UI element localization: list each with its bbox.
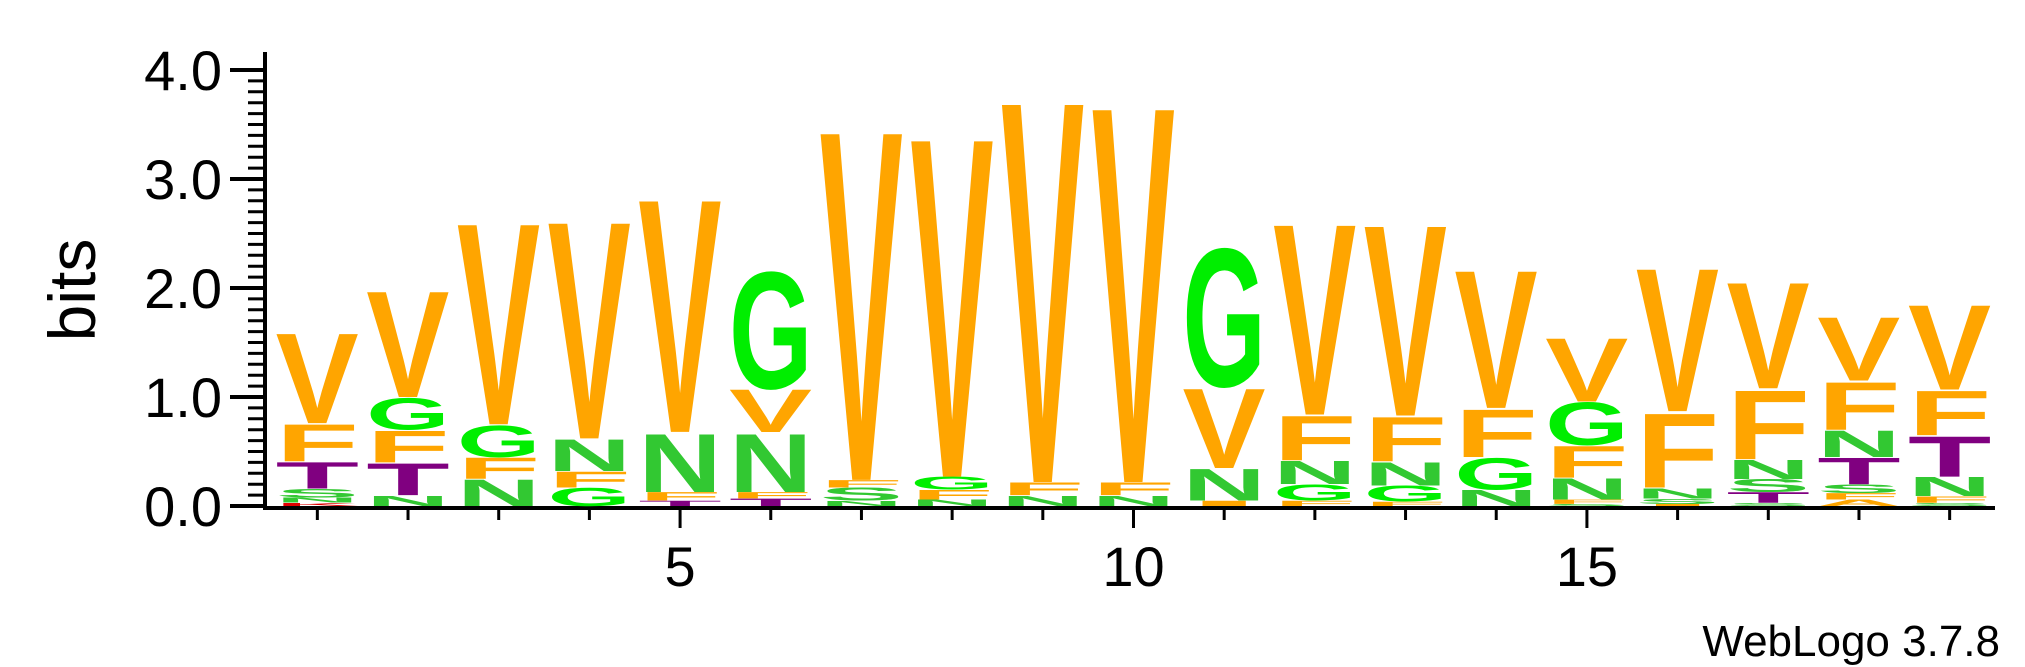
logo-letter-V: V xyxy=(910,37,994,581)
weblogo-footer: WebLogo 3.7.8 xyxy=(1702,617,2000,666)
logo-letter-V: V xyxy=(638,128,721,503)
logo-letter-V: V xyxy=(820,25,904,586)
y-axis-label: bits xyxy=(35,239,109,342)
logo-letter-V: V xyxy=(366,260,449,430)
logo-letter-V: V xyxy=(1545,319,1628,421)
logo-letter-V: V xyxy=(457,163,540,486)
logo-letter-V: V xyxy=(1636,226,1719,456)
logo-letter-V: V xyxy=(1817,299,1900,401)
x-tick-label: 5 xyxy=(665,535,696,598)
logo-letter-V: V xyxy=(1364,168,1447,474)
logo-letter-V: V xyxy=(548,157,631,505)
logo-letter-V: V xyxy=(1455,230,1538,451)
y-tick-label: 2.0 xyxy=(144,257,222,320)
logo-letter-V: V xyxy=(1092,0,1176,598)
y-tick-label: 0.0 xyxy=(144,475,222,538)
logo-letter-V: V xyxy=(1273,167,1356,473)
logo-letter-V: V xyxy=(1001,0,1085,599)
logo-letter-V: V xyxy=(1908,281,1991,416)
x-tick-label: 15 xyxy=(1556,535,1618,598)
logo-letter-V: V xyxy=(276,306,359,451)
y-tick-label: 4.0 xyxy=(144,39,222,102)
y-tick-label: 3.0 xyxy=(144,148,222,211)
logo-letter-V: V xyxy=(1727,251,1810,421)
logo-letter-G: G xyxy=(1182,207,1265,428)
logo-letter-G: G xyxy=(729,237,812,424)
y-axis-ticks: 0.0 1.0 2.0 3.0 4.0 xyxy=(144,39,265,538)
y-tick-label: 1.0 xyxy=(144,366,222,429)
